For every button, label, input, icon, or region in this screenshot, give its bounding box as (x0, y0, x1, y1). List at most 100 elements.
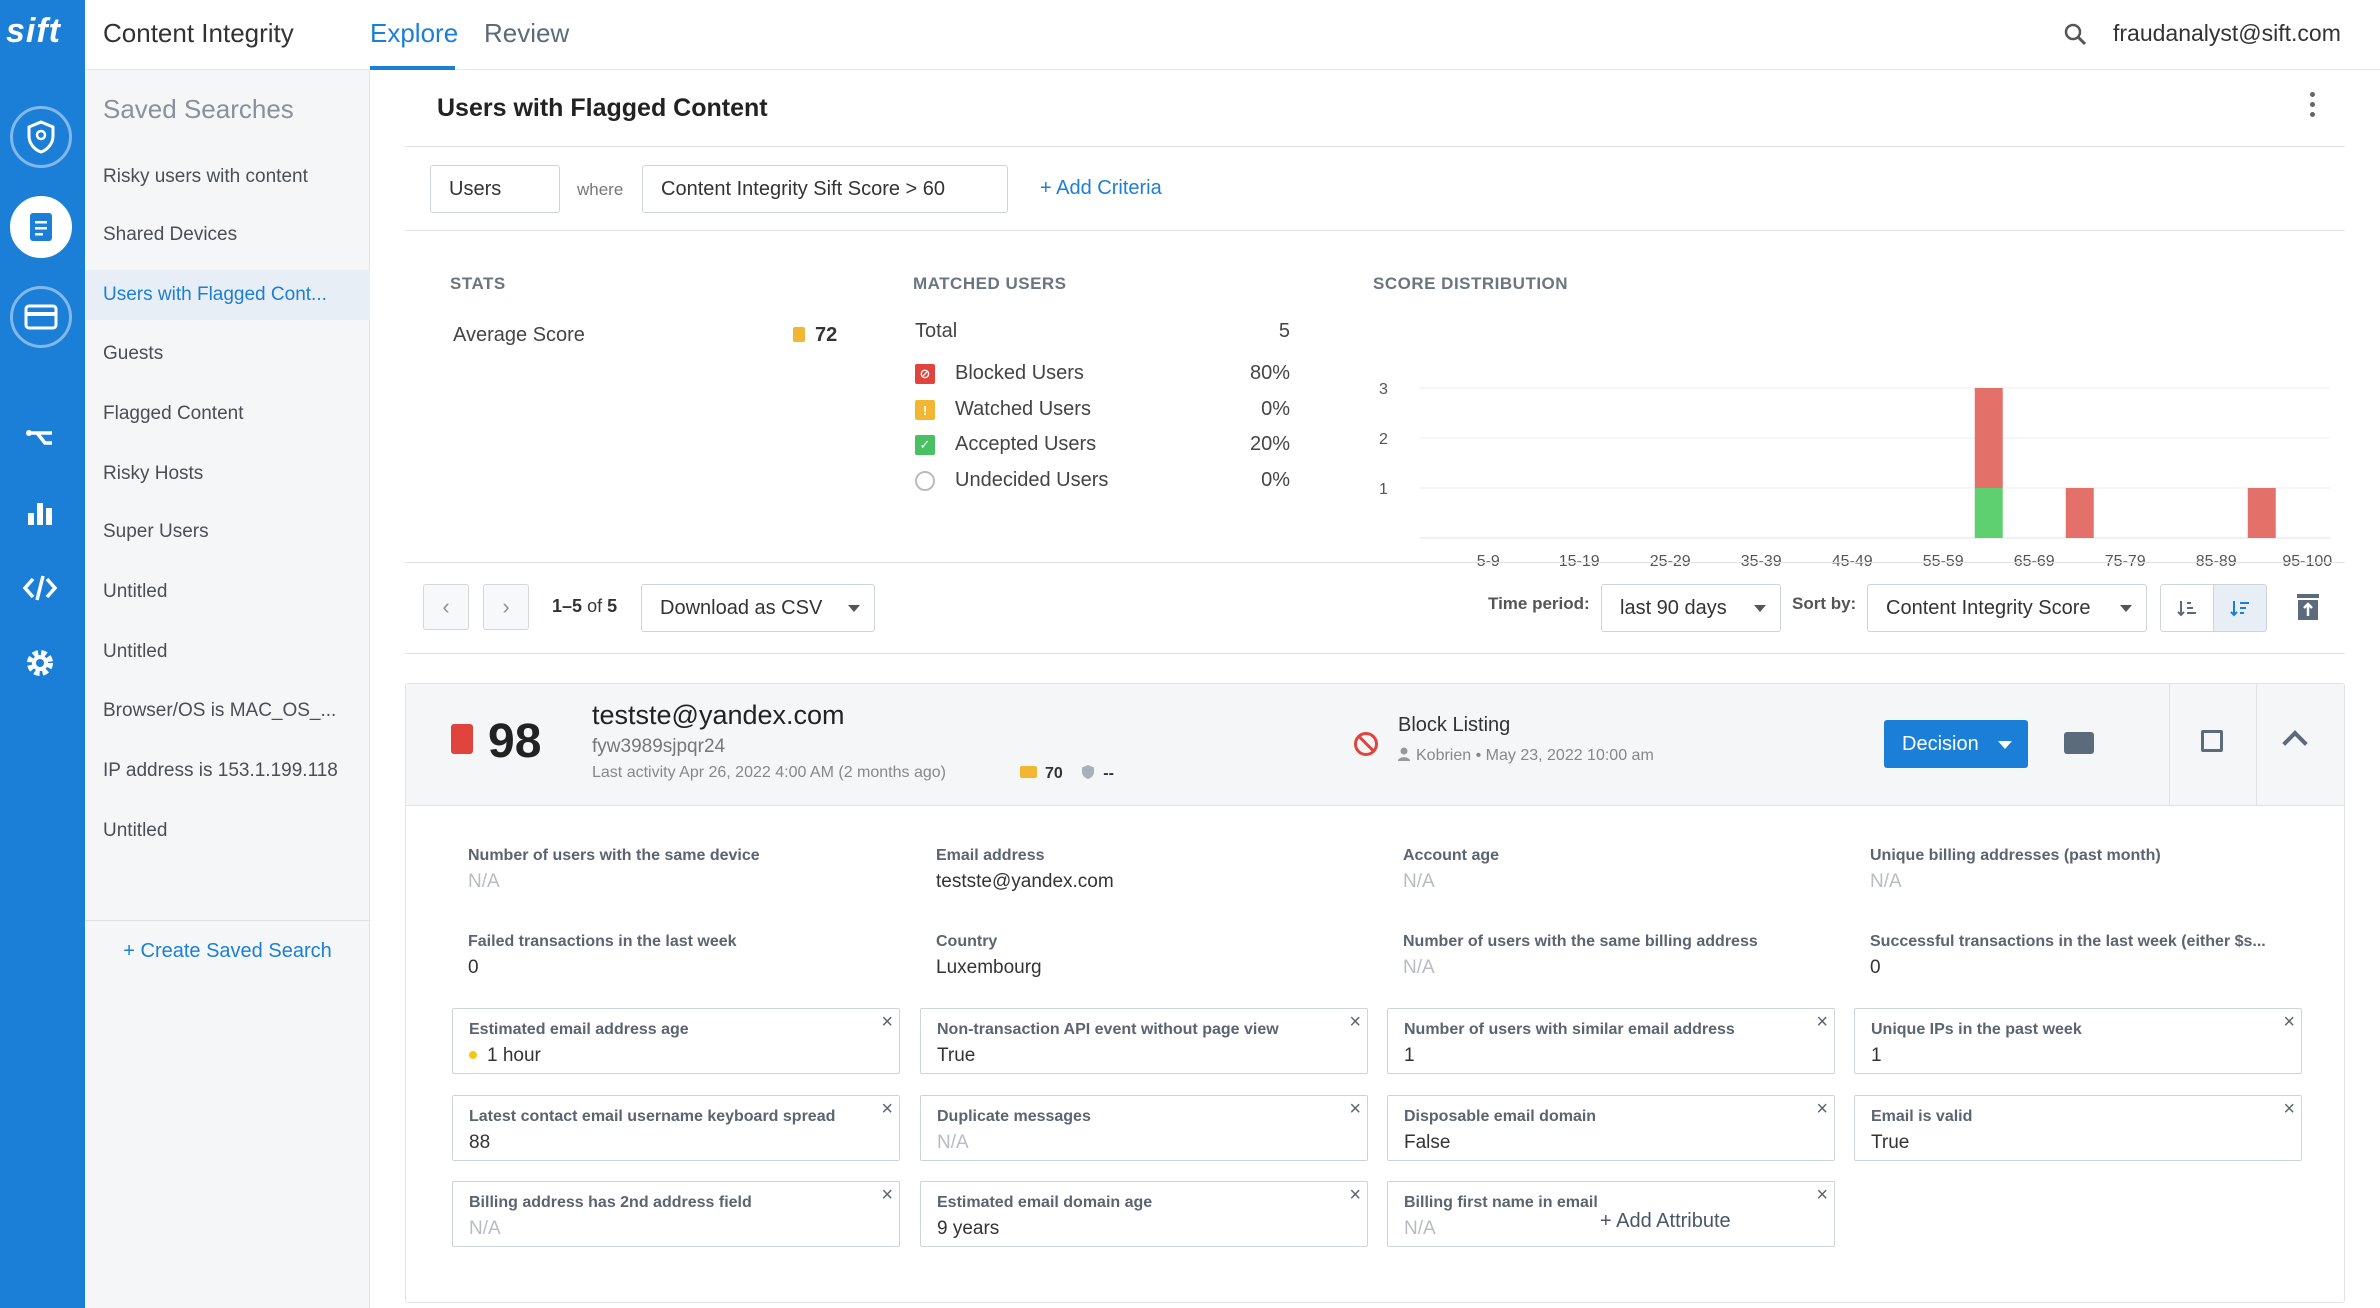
sort-descending-icon[interactable] (2213, 584, 2267, 632)
sift-logo: sift (6, 12, 61, 50)
x-tick-label: 95-100 (2282, 553, 2332, 570)
bar-blocked[interactable] (2247, 488, 2276, 538)
saved-search-item[interactable]: Shared Devices (103, 224, 238, 245)
content-icon[interactable] (10, 196, 72, 258)
bar-accepted[interactable] (1974, 488, 2003, 538)
saved-search-item[interactable]: Super Users (103, 521, 209, 542)
attribute-label: Unique IPs in the past week (1871, 1021, 2082, 1038)
prev-page-button[interactable]: ‹ (423, 584, 469, 630)
attribute-label: Billing address has 2nd address field (469, 1194, 752, 1211)
entity-select[interactable]: Users (430, 165, 560, 213)
divider (2256, 684, 2257, 806)
saved-search-item[interactable]: Users with Flagged Cont... (85, 270, 370, 320)
attribute-label: Country (936, 933, 998, 950)
attribute-value-text: N/A (1404, 1218, 1436, 1239)
divider (405, 146, 2345, 147)
saved-search-item[interactable]: Flagged Content (103, 403, 244, 424)
sort-by-select[interactable]: Content Integrity Score (1867, 584, 2147, 632)
attribute-value-text: 88 (469, 1132, 491, 1153)
archive-icon[interactable] (2295, 592, 2321, 627)
x-tick-label: 75-79 (2105, 553, 2146, 570)
attribute-value: N/A (468, 871, 884, 893)
attribute-value: 9 years (937, 1218, 1351, 1240)
settings-gear-icon[interactable] (20, 643, 60, 683)
attribute-label: Estimated email domain age (937, 1194, 1153, 1211)
remove-attribute-icon[interactable]: × (1816, 1184, 1828, 1206)
create-saved-search-link[interactable]: + Create Saved Search (123, 940, 332, 962)
attribute-tile: Country Luxembourg (920, 921, 1368, 987)
blocked-icon: ⊘ (915, 364, 935, 384)
external-link-icon[interactable] (2201, 730, 2223, 752)
saved-search-item[interactable]: Untitled (103, 581, 168, 602)
attribute-value-text: False (1404, 1132, 1451, 1153)
sort-by-label: Sort by: (1792, 594, 1857, 613)
remove-attribute-icon[interactable]: × (1349, 1184, 1361, 1206)
tab-review[interactable]: Review (484, 18, 570, 48)
saved-search-item[interactable]: Untitled (103, 820, 168, 841)
chart-icon[interactable] (20, 493, 60, 533)
next-page-button[interactable]: › (483, 584, 529, 630)
attribute-tile: Account age N/A (1387, 835, 1835, 901)
remove-attribute-icon[interactable]: × (881, 1098, 893, 1120)
remove-attribute-icon[interactable]: × (881, 1184, 893, 1206)
saved-search-item[interactable]: Risky Hosts (103, 463, 204, 484)
payment-card-icon[interactable] (10, 286, 72, 348)
saved-search-item[interactable]: Untitled (103, 641, 168, 662)
workflow-icon[interactable] (20, 417, 60, 457)
more-options-icon[interactable] (2310, 92, 2318, 122)
remove-attribute-icon[interactable]: × (2283, 1098, 2295, 1120)
remove-attribute-icon[interactable]: × (1349, 1098, 1361, 1120)
shield-icon[interactable] (10, 106, 72, 168)
attribute-label: Disposable email domain (1404, 1108, 1597, 1125)
add-criteria-link[interactable]: + Add Criteria (1040, 177, 1162, 199)
bar-blocked[interactable] (1974, 388, 2003, 488)
chevron-up-icon[interactable] (2282, 730, 2308, 756)
remove-attribute-icon[interactable]: × (1349, 1011, 1361, 1033)
user-email-link[interactable]: testste@yandex.com (592, 700, 845, 730)
remove-attribute-icon[interactable]: × (881, 1011, 893, 1033)
attribute-value-text: 9 years (937, 1218, 1000, 1239)
matched-row-value: 0% (1261, 398, 1290, 420)
sort-ascending-icon[interactable] (2160, 584, 2214, 632)
code-icon[interactable] (20, 568, 60, 608)
remove-attribute-icon[interactable]: × (1816, 1098, 1828, 1120)
attribute-tile: Number of users with the same billing ad… (1387, 921, 1835, 987)
user-result-card: 98 testste@yandex.com fyw3989sjpqr24 Las… (405, 683, 2345, 1303)
attribute-value-text: N/A (469, 1218, 501, 1239)
last-activity: Last activity Apr 26, 2022 4:00 AM (2 mo… (592, 764, 946, 781)
saved-search-item[interactable]: IP address is 153.1.199.118 (103, 760, 338, 781)
attribute-value: 0 (468, 957, 884, 979)
user-sub-scores: 70 -- (1020, 764, 1114, 783)
comment-icon[interactable] (2064, 732, 2094, 754)
saved-search-item[interactable]: Guests (103, 343, 164, 364)
remove-attribute-icon[interactable]: × (2283, 1011, 2295, 1033)
matched-row: Undecided Users 0% (915, 469, 1290, 497)
bar-blocked[interactable] (2065, 488, 2094, 538)
tab-explore[interactable]: Explore (370, 18, 459, 48)
matched-row-value: 0% (1261, 469, 1290, 491)
add-attribute-link[interactable]: + Add Attribute (1600, 1210, 1731, 1232)
attribute-label: Successful transactions in the last week… (1870, 933, 2266, 950)
attribute-value-text: N/A (1870, 871, 1902, 892)
attribute-label: Latest contact email username keyboard s… (469, 1108, 836, 1125)
user-menu[interactable]: fraudanalyst@sift.com (2113, 20, 2341, 46)
matched-row-label: Blocked Users (955, 362, 1084, 384)
matched-row-value: 20% (1249, 433, 1290, 455)
attribute-value: Luxembourg (936, 957, 1352, 979)
total-value: 5 (1278, 320, 1290, 342)
y-tick-label: 1 (1379, 481, 1388, 498)
criteria-chip[interactable]: Content Integrity Sift Score > 60 (642, 165, 1008, 213)
search-icon[interactable] (2063, 22, 2087, 51)
user-result-header: 98 testste@yandex.com fyw3989sjpqr24 Las… (406, 684, 2344, 806)
remove-attribute-icon[interactable]: × (1816, 1011, 1828, 1033)
attribute-value-text: testste@yandex.com (936, 871, 1114, 892)
saved-search-item[interactable]: Risky users with content (103, 166, 308, 187)
attribute-tile: Number of users with similar email addre… (1387, 1008, 1835, 1074)
attribute-tile: Number of users with the same device N/A (452, 835, 900, 901)
download-csv-dropdown[interactable]: Download as CSV (641, 584, 875, 632)
attribute-tile: Disposable email domain False × (1387, 1095, 1835, 1161)
decision-button[interactable]: Decision (1884, 720, 2028, 768)
saved-search-item[interactable]: Browser/OS is MAC_OS_... (103, 700, 337, 721)
time-period-select[interactable]: last 90 days (1601, 584, 1781, 632)
total-label: Total (915, 320, 958, 342)
